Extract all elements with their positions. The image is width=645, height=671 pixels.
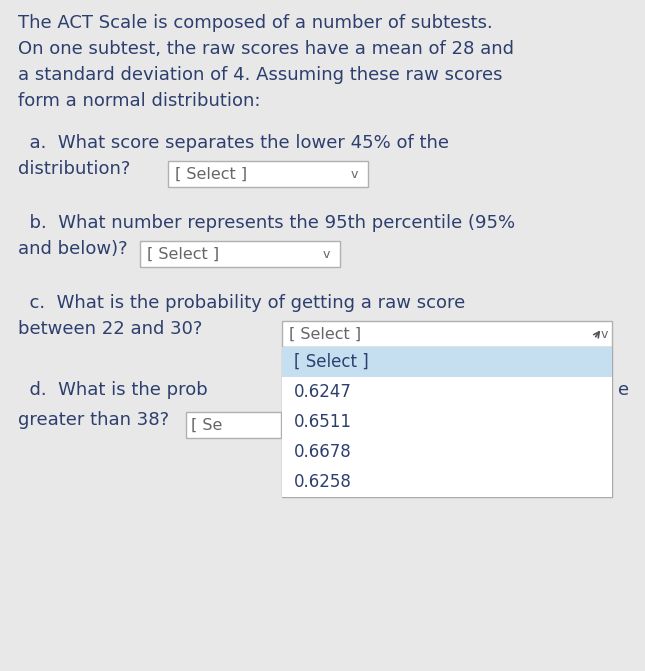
FancyBboxPatch shape — [168, 161, 368, 187]
Text: a.  What score separates the lower 45% of the: a. What score separates the lower 45% of… — [18, 134, 449, 152]
Text: 0.6258: 0.6258 — [294, 473, 352, 491]
Text: between 22 and 30?: between 22 and 30? — [18, 320, 203, 338]
Text: [ Select ]: [ Select ] — [294, 353, 369, 371]
Text: e: e — [618, 381, 629, 399]
FancyBboxPatch shape — [282, 467, 612, 497]
FancyBboxPatch shape — [186, 412, 281, 438]
Text: [ Select ]: [ Select ] — [175, 166, 247, 181]
Text: 0.6678: 0.6678 — [294, 443, 352, 461]
Text: 0.6247: 0.6247 — [294, 383, 352, 401]
FancyBboxPatch shape — [282, 347, 612, 497]
FancyBboxPatch shape — [282, 407, 612, 437]
FancyBboxPatch shape — [282, 321, 612, 347]
Text: v: v — [322, 248, 330, 260]
Text: c.  What is the probability of getting a raw score: c. What is the probability of getting a … — [18, 294, 465, 312]
Text: v: v — [600, 327, 608, 340]
FancyBboxPatch shape — [140, 241, 340, 267]
Text: On one subtest, the raw scores have a mean of 28 and: On one subtest, the raw scores have a me… — [18, 40, 514, 58]
Text: The ACT Scale is composed of a number of subtests.: The ACT Scale is composed of a number of… — [18, 14, 493, 32]
Text: and below)?: and below)? — [18, 240, 128, 258]
Text: [ Select ]: [ Select ] — [147, 246, 219, 262]
Text: form a normal distribution:: form a normal distribution: — [18, 92, 261, 110]
FancyBboxPatch shape — [282, 377, 612, 407]
Text: 0.6511: 0.6511 — [294, 413, 352, 431]
Text: d.  What is the prob: d. What is the prob — [18, 381, 208, 399]
Text: [ Se: [ Se — [191, 417, 223, 433]
Text: v: v — [350, 168, 358, 180]
FancyBboxPatch shape — [282, 437, 612, 467]
Text: distribution?: distribution? — [18, 160, 130, 178]
Text: [ Select ]: [ Select ] — [289, 327, 361, 342]
Text: greater than 38?: greater than 38? — [18, 411, 169, 429]
Text: b.  What number represents the 95th percentile (95%: b. What number represents the 95th perce… — [18, 214, 515, 232]
FancyBboxPatch shape — [282, 347, 612, 377]
Text: a standard deviation of 4. Assuming these raw scores: a standard deviation of 4. Assuming thes… — [18, 66, 502, 84]
